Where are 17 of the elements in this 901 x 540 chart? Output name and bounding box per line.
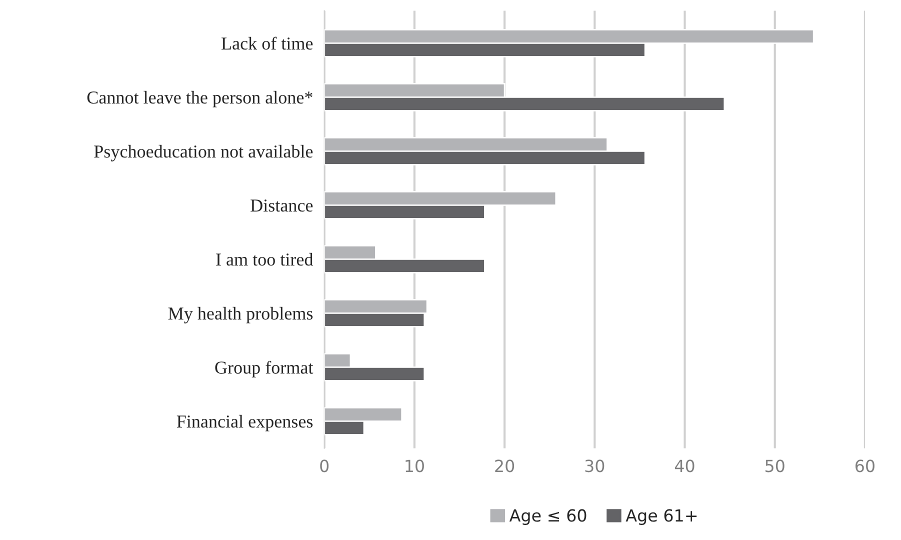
legend-label: Age 61+ (626, 509, 697, 525)
x-tick-label: 40 (674, 460, 694, 472)
y-tick-label: Financial expenses (176, 414, 313, 432)
x-tick-label: 10 (406, 460, 424, 472)
y-tick-label: Cannot leave the person alone* (87, 90, 312, 108)
x-tick-label: 50 (766, 460, 784, 472)
y-tick-label: Lack of time (222, 36, 313, 50)
x-tick-label: 0 (320, 460, 329, 472)
y-tick-label: Group format (215, 360, 314, 378)
y-tick-label: I am too tired (216, 252, 314, 266)
x-tick-label: 30 (585, 460, 604, 472)
x-tick-label: 60 (856, 460, 874, 472)
y-tick-label: Distance (250, 200, 313, 212)
x-tick-label: 20 (495, 460, 514, 472)
y-tick-label: My health problems (168, 306, 313, 324)
legend-label: Age ≤ 60 (509, 509, 586, 525)
y-tick-label: Psychoeducation not available (94, 144, 313, 162)
